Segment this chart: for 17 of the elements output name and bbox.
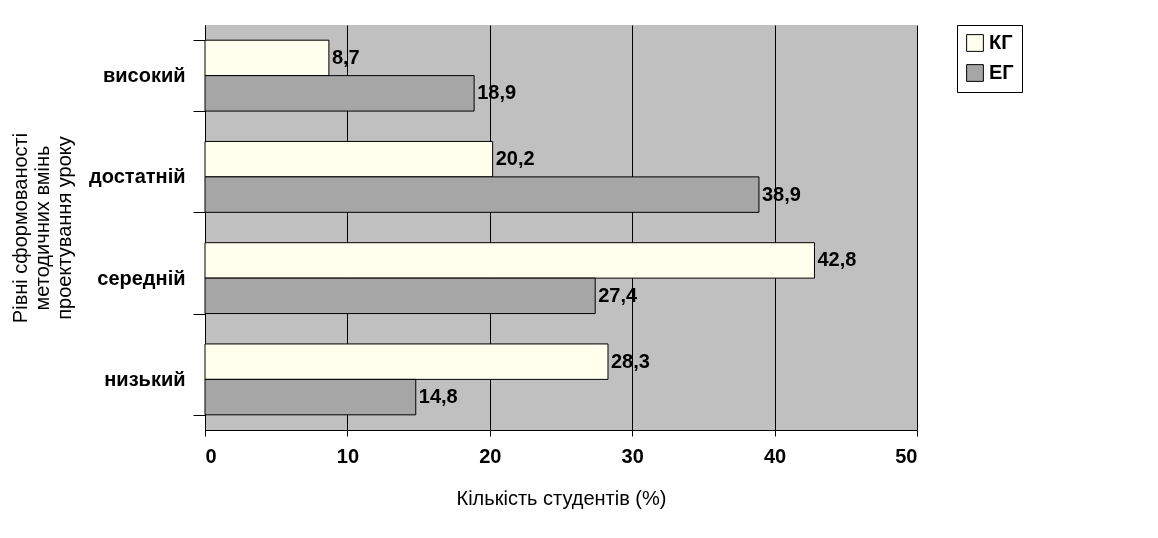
y-tick-label: високий bbox=[102, 64, 186, 87]
x-tick-label: 50 bbox=[895, 444, 918, 467]
x-tick-label: 40 bbox=[763, 444, 787, 467]
y-tick-label: низький bbox=[104, 367, 186, 390]
y-axis-title: Рівні сформованості методичних вмінь проектування уроку bbox=[9, 132, 76, 324]
x-tick-label: 0 bbox=[205, 444, 217, 467]
legend-label: КГ bbox=[989, 31, 1013, 53]
data-label: 14,8 bbox=[418, 385, 458, 408]
data-label: 20,2 bbox=[495, 147, 535, 170]
data-label: 42,8 bbox=[817, 248, 857, 271]
x-tick-label: 30 bbox=[621, 444, 644, 467]
legend-label: ЕГ bbox=[989, 61, 1014, 83]
x-tick-label: 20 bbox=[479, 444, 502, 467]
y-tick-label: середній bbox=[97, 266, 186, 289]
y-tick-label: достатній bbox=[89, 165, 186, 188]
x-axis-title: Кількість студентів (%) bbox=[456, 486, 667, 509]
x-tick-label: 10 bbox=[336, 444, 360, 467]
